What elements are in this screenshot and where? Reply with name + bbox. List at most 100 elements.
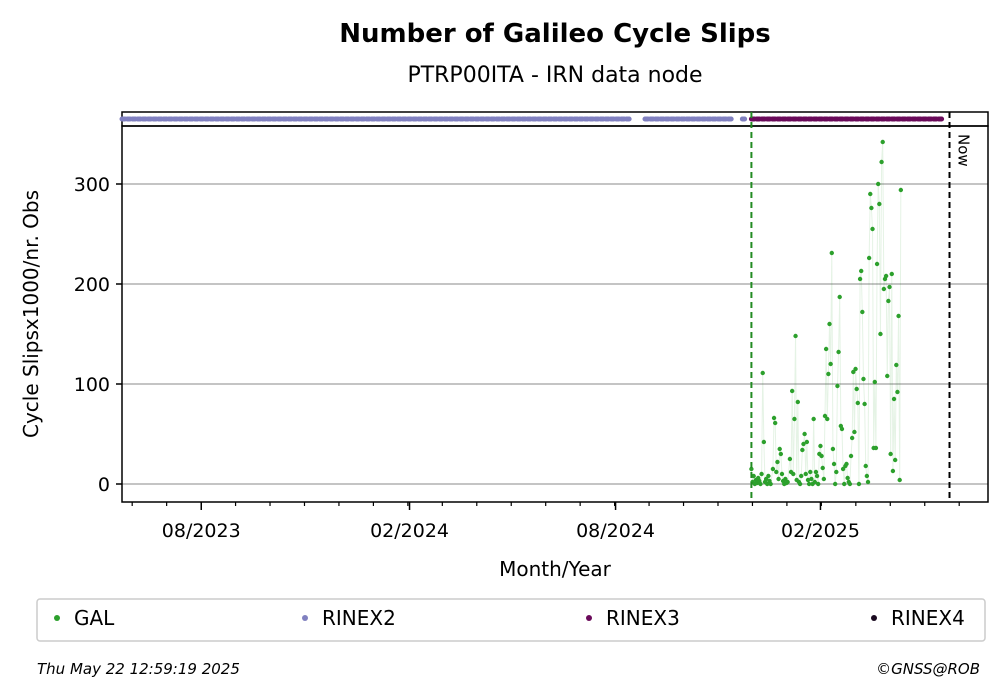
gal-data-point: [771, 415, 777, 421]
legend-label-rinex4: RINEX4: [891, 606, 965, 630]
gal-data-point: [785, 479, 790, 485]
gal-data-point: [861, 376, 866, 382]
chart-title: Number of Galileo Cycle Slips: [339, 19, 771, 49]
x-tick-label: 08/2023: [162, 520, 241, 542]
gal-connecting-lines: [750, 141, 902, 486]
gal-data-point: [878, 331, 883, 337]
gal-data-point: [860, 309, 865, 315]
gal-data-point: [869, 205, 874, 211]
gal-data-point: [795, 399, 801, 405]
legend-marker-rinex4: [871, 615, 877, 621]
gal-data-point: [821, 476, 827, 482]
gal-data-point: [809, 476, 814, 482]
gal-data-point: [797, 481, 803, 487]
gal-data-point: [853, 366, 858, 372]
gal-data-point: [863, 463, 868, 469]
gal-data-point: [791, 471, 796, 477]
legend-label-rinex2: RINEX2: [322, 606, 396, 630]
gal-data-point: [820, 465, 825, 471]
gal-data-point: [883, 273, 889, 279]
x-axis-label: Month/Year: [499, 557, 612, 581]
gal-data-point: [775, 459, 780, 465]
gal-data-point: [840, 466, 846, 472]
gal-data-point: [763, 476, 769, 482]
legend-box: [36, 598, 986, 642]
gal-data-point: [789, 388, 795, 394]
gal-data-point: [856, 481, 862, 487]
gal-data-point: [834, 469, 839, 475]
x-tick-label: 02/2024: [370, 520, 449, 542]
gal-data-point: [839, 426, 845, 432]
gal-data-point: [873, 445, 879, 451]
gal-data-point: [889, 271, 894, 277]
plot-frame: [121, 125, 989, 503]
gal-data-point: [766, 473, 771, 479]
gal-data-point: [844, 461, 849, 467]
gal-data-point: [760, 370, 765, 376]
gal-data-point: [854, 386, 859, 392]
y-tick-label: 100: [74, 374, 110, 396]
now-label: Now: [955, 134, 973, 167]
gal-data-point: [779, 471, 785, 477]
gal-data-point: [804, 439, 810, 445]
gal-data-point: [811, 416, 816, 422]
gal-data-point: [842, 481, 847, 487]
gal-data-point: [894, 362, 899, 368]
gal-data-point: [852, 429, 857, 435]
gal-data-point: [777, 446, 782, 452]
gal-data-point: [770, 466, 776, 472]
gal-data-point: [802, 431, 807, 437]
gal-data-point: [877, 201, 882, 207]
x-tick-label: 08/2024: [576, 520, 655, 542]
x-axis-ticks: 08/2023 02/2024 08/2024 02/2025: [131, 502, 960, 542]
gal-data-point: [761, 439, 767, 445]
gal-data-point: [845, 475, 850, 481]
gal-series-line: [750, 141, 902, 486]
gal-data-point: [855, 400, 861, 406]
gal-data-point: [872, 379, 877, 385]
gal-data-point: [835, 383, 840, 389]
gal-data-point: [857, 276, 863, 282]
gal-data-point: [783, 476, 788, 482]
gal-data-point: [803, 471, 808, 477]
gal-data-point: [891, 396, 897, 402]
gal-data-point: [818, 443, 823, 449]
y-tick-label: 200: [74, 274, 110, 296]
gal-data-point: [865, 479, 871, 485]
gal-data-point: [812, 479, 817, 485]
gal-data-point: [881, 286, 887, 292]
gal-data-point: [768, 481, 773, 487]
gal-data-point: [830, 446, 836, 452]
gal-data-point: [759, 471, 764, 477]
gal-data-point: [848, 453, 854, 459]
gal-data-point: [896, 313, 901, 319]
gal-data-point: [859, 268, 864, 274]
gal-data-point: [792, 416, 797, 422]
gal-data-point: [887, 284, 892, 290]
gal-data-point: [851, 369, 856, 375]
gal-data-point: [847, 481, 853, 487]
legend-label-gal: GAL: [74, 606, 115, 630]
footer-credit: ©GNSS@ROB: [876, 660, 980, 678]
gal-data-point: [828, 361, 833, 367]
gal-data-point: [793, 333, 798, 339]
gal-data-point: [831, 461, 837, 467]
legend-marker-rinex2: [302, 615, 308, 621]
gal-data-point: [862, 401, 867, 407]
gal-data-point: [837, 294, 842, 300]
gal-data-point: [823, 346, 829, 352]
gal-data-point: [829, 250, 834, 256]
gal-data-point: [799, 473, 804, 479]
gal-data-point: [819, 453, 824, 459]
gal-data-point: [836, 349, 841, 355]
gal-data-point: [814, 473, 820, 479]
gal-data-point: [813, 469, 819, 475]
gal-data-point: [898, 187, 904, 193]
gal-data-point: [826, 371, 831, 377]
gal-data-point: [897, 477, 902, 483]
gal-data-point: [879, 159, 884, 165]
gal-data-point: [866, 255, 872, 261]
gal-data-point: [765, 481, 770, 487]
gal-data-point: [886, 298, 891, 304]
gal-data-point: [774, 469, 779, 475]
